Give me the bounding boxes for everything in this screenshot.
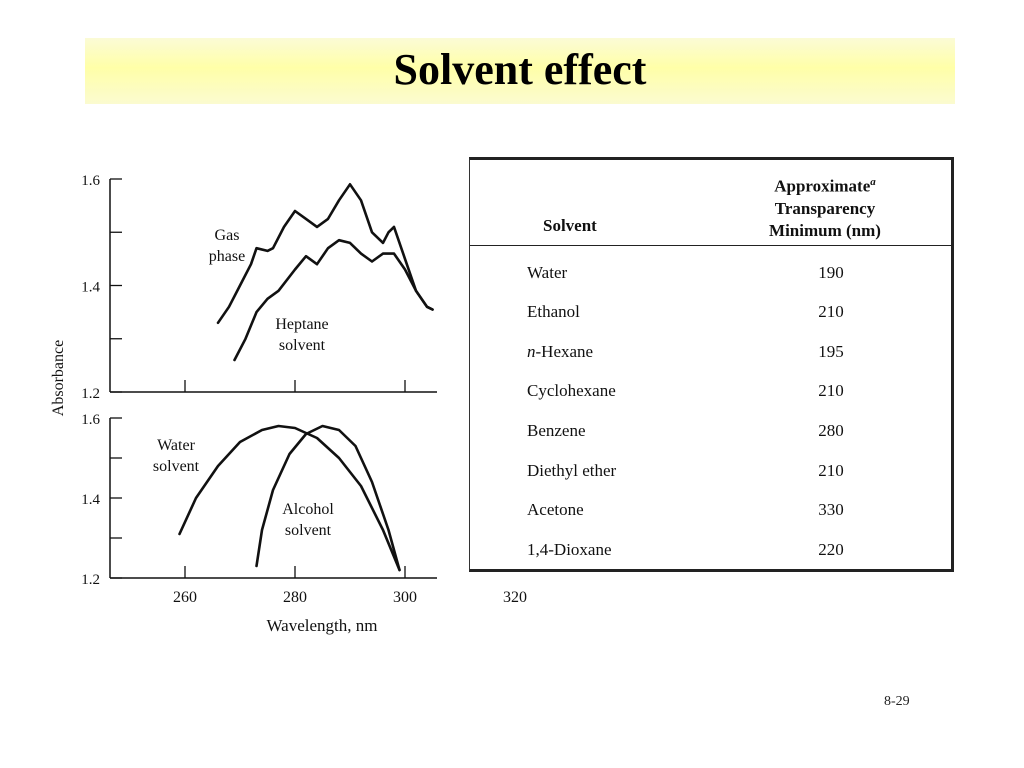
y-tick-label: 1.2 [81, 572, 100, 588]
series-layer [178, 183, 434, 572]
y-tick-label: 1.6 [81, 173, 100, 189]
series-label: solvent [285, 522, 332, 539]
transparency-value: 210 [818, 461, 844, 480]
series-label: Heptane [275, 316, 328, 333]
page-number: 8-29 [884, 694, 910, 709]
transparency-value: 190 [818, 263, 844, 282]
header-min-line3: Minimum (nm) [769, 220, 881, 240]
transparency-value: 220 [818, 540, 844, 559]
transparency-value: 330 [818, 500, 844, 519]
x-tick-label: 260 [173, 589, 197, 606]
transparency-value: 195 [818, 342, 844, 361]
x-tick-label: 320 [503, 589, 527, 606]
series-label: Alcohol [282, 501, 334, 518]
x-tick-label: 300 [393, 589, 417, 606]
solvent-table: Solvent Approximatea Transparency Minimu… [469, 157, 954, 572]
solvent-name: Diethyl ether [527, 461, 617, 480]
table-row: Acetone 330 [470, 500, 951, 540]
header-footnote-mark: a [870, 176, 876, 188]
slide-title: Solvent effect [393, 45, 647, 94]
solvent-name: Water [527, 263, 568, 282]
table-row: n-Hexane 195 [470, 342, 951, 382]
series-label: solvent [153, 458, 200, 475]
header-min-line1: Approximate [774, 176, 871, 196]
series-line-heptane-solvent [233, 238, 434, 362]
series-label: phase [209, 248, 245, 265]
solvent-name: Cyclohexane [527, 381, 616, 400]
series-line-water-solvent [178, 424, 401, 572]
table-row: Cyclohexane 210 [470, 381, 951, 421]
solvent-name: 1,4-Dioxane [527, 540, 612, 559]
axes-layer [109, 178, 437, 579]
x-axis-label: Wavelength, nm [267, 616, 378, 635]
y-tick-label: 1.4 [81, 280, 100, 296]
y-axis-label: Absorbance [50, 340, 67, 416]
series-line-gas-phase [216, 183, 434, 325]
transparency-value: 210 [818, 302, 844, 321]
x-tick-label: 280 [283, 589, 307, 606]
table-row: Diethyl ether 210 [470, 461, 951, 501]
solvent-name: Benzene [527, 421, 586, 440]
series-label: Gas [215, 227, 240, 244]
table-row: Ethanol 210 [470, 302, 951, 342]
series-line-alcohol-solvent [255, 424, 401, 572]
series-label: Water [157, 437, 195, 454]
y-tick-label: 1.4 [81, 492, 100, 508]
solvent-name: Acetone [527, 500, 584, 519]
table-row: Water 190 [470, 263, 951, 303]
y-tick-label: 1.2 [81, 386, 100, 402]
title-band: Solvent effect [85, 38, 955, 104]
y-tick-label: 1.6 [81, 412, 100, 428]
header-solvent: Solvent [543, 216, 597, 235]
label-layer: 1.6 1.4 1.2 1.6 1.4 1.2 Gas phase Heptane solvent… [50, 173, 527, 635]
transparency-value: 210 [818, 381, 844, 400]
solvent-name: Ethanol [527, 302, 580, 321]
header-min-line2: Transparency [774, 198, 876, 218]
header-transparency-minimum: Approximatea Transparency Minimum (nm) [740, 171, 910, 242]
table-row: Benzene 280 [470, 421, 951, 461]
table-row: 1,4-Dioxane 220 [470, 540, 951, 580]
series-label: solvent [279, 337, 326, 354]
solvent-name: n-Hexane [527, 342, 594, 361]
transparency-value: 280 [818, 421, 844, 440]
table-header: Solvent Approximatea Transparency Minimu… [470, 160, 951, 246]
